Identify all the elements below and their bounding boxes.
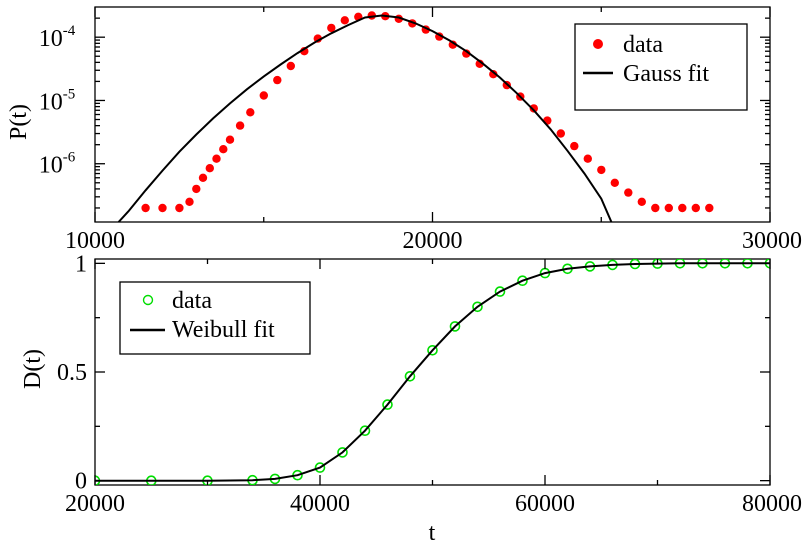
- data-point: [158, 203, 167, 213]
- data-point: [529, 104, 538, 113]
- data-point: [570, 141, 579, 151]
- top-legend-box: [574, 23, 748, 111]
- top-ylabel: P(t): [6, 104, 32, 140]
- data-point: [340, 16, 349, 25]
- y-tick-label-base: 10: [39, 26, 63, 52]
- data-point: [314, 462, 326, 473]
- bottom-legend-data-label: data: [172, 288, 212, 314]
- data-point: [664, 203, 673, 213]
- plot-area-1: [95, 259, 770, 485]
- data-point: [517, 275, 528, 287]
- data-point: [583, 154, 592, 163]
- fit-line: [117, 14, 613, 222]
- y-tick-label-exponent: -5: [63, 86, 76, 102]
- top-legend-data-label: data: [623, 32, 663, 58]
- data-point: [235, 121, 245, 130]
- bottom-legend-box: [119, 281, 311, 355]
- bottom-xlabel: t: [429, 520, 436, 546]
- top-legend-fit-label: Gauss fit: [623, 61, 709, 87]
- x-tick-label: 20000: [65, 491, 125, 517]
- data-point: [246, 108, 255, 117]
- data-point: [449, 321, 461, 332]
- y-tick-label: 0: [75, 469, 87, 495]
- data-point: [489, 70, 498, 79]
- data-point: [556, 129, 565, 138]
- data-point: [286, 61, 295, 71]
- data-point: [205, 164, 214, 173]
- data-point: [678, 203, 687, 213]
- data-point: [359, 425, 371, 437]
- data-point: [624, 188, 633, 197]
- x-tick-label: 20000: [403, 228, 463, 254]
- data-point: [198, 173, 208, 182]
- x-tick-label: 40000: [290, 491, 350, 517]
- data-point: [327, 23, 336, 33]
- data-point: [175, 203, 184, 213]
- data-point: [472, 301, 483, 313]
- y-tick-label: 0.5: [57, 360, 87, 386]
- data-point: [427, 344, 438, 356]
- data-point: [259, 91, 268, 100]
- data-point: [141, 203, 150, 213]
- data-point: [219, 145, 228, 154]
- bottom-series-group: [95, 259, 770, 485]
- x-tick-label: 30000: [742, 228, 802, 254]
- top-legend-data-marker: [593, 39, 603, 49]
- y-tick-label: 10-6: [39, 150, 76, 179]
- y-tick-label-exponent: -6: [63, 150, 76, 166]
- y-tick-label-base: 10: [39, 153, 63, 179]
- y-tick-label-exponent: -4: [63, 23, 76, 39]
- bottom-ticks-group: 20000 40000 60000 80000 0 0.5 1: [57, 251, 802, 517]
- y-tick-label-base: 10: [39, 89, 63, 115]
- data-point: [404, 370, 416, 382]
- data-point: [494, 286, 506, 297]
- data-point: [597, 165, 606, 175]
- data-point: [462, 49, 471, 58]
- bottom-legend-fit-label: Weibull fit: [172, 317, 275, 343]
- top-series-group: [117, 11, 714, 222]
- bottom-panel: D(t) t 20000 40000 60000 80000 0 0.5 1 data We…: [20, 251, 802, 546]
- data-point: [705, 203, 714, 213]
- data-point: [382, 399, 393, 410]
- data-point: [185, 197, 194, 206]
- y-tick-label: 10-4: [39, 23, 76, 52]
- plot-area-0: [117, 11, 714, 222]
- data-point: [212, 154, 221, 163]
- data-point: [610, 178, 619, 187]
- data-point: [225, 135, 235, 144]
- data-point: [651, 203, 660, 213]
- x-tick-label: 60000: [515, 491, 575, 517]
- bottom-legend: data Weibull fit: [119, 281, 311, 355]
- bottom-ylabel: D(t): [20, 349, 46, 389]
- data-point: [337, 447, 348, 458]
- bottom-legend-data-marker: [142, 294, 154, 306]
- data-point: [448, 40, 457, 49]
- y-tick-label: 1: [75, 251, 87, 277]
- data-point: [637, 197, 646, 206]
- fit-line: [95, 262, 770, 482]
- x-tick-label: 10000: [65, 228, 125, 254]
- data-point: [691, 203, 700, 213]
- data-point: [192, 184, 201, 194]
- data-point: [273, 75, 282, 85]
- x-tick-label: 80000: [742, 491, 802, 517]
- y-tick-label: 10-5: [39, 86, 76, 115]
- top-legend: data Gauss fit: [574, 23, 748, 111]
